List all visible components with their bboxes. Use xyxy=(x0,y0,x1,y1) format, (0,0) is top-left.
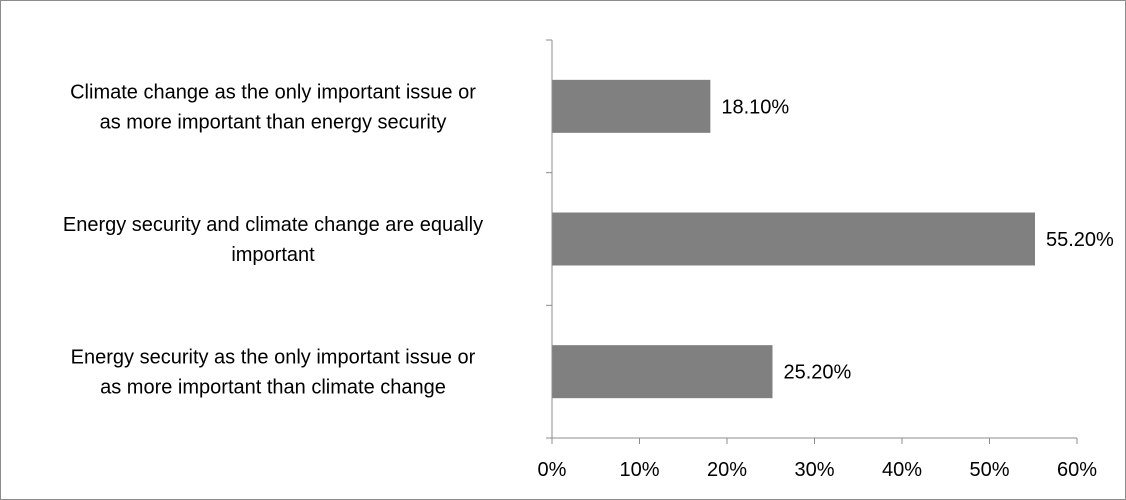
category-label-line: as more important than energy security xyxy=(100,111,447,133)
axis-layer xyxy=(546,39,1078,444)
category-label-line: as more important than climate change xyxy=(100,377,446,399)
labels-layer: 0% 10% 20% 30% 40% 50% 60% 18.10% Climate change… xyxy=(63,81,1114,481)
bar xyxy=(552,345,773,399)
x-tick-label: 40% xyxy=(882,459,922,481)
x-tick-label: 0% xyxy=(538,459,567,481)
bar xyxy=(552,79,711,133)
category-label: Energy security as the only important is… xyxy=(71,347,476,399)
data-label: 25.20% xyxy=(784,362,852,384)
x-tick-label: 50% xyxy=(969,459,1009,481)
category-label-line: Energy security as the only important is… xyxy=(71,347,476,369)
category-label: Climate change as the only important iss… xyxy=(70,81,476,133)
category-label-line: important xyxy=(231,244,315,266)
bar xyxy=(552,212,1035,266)
category-label-line: Energy security and climate change are e… xyxy=(63,214,483,236)
data-label: 18.10% xyxy=(721,96,789,118)
bars-layer xyxy=(552,79,1035,399)
x-tick-label: 60% xyxy=(1057,459,1097,481)
x-tick-label: 10% xyxy=(619,459,659,481)
category-label: Energy security and climate change are e… xyxy=(63,214,483,266)
category-label-line: Climate change as the only important iss… xyxy=(70,81,476,103)
data-label: 55.20% xyxy=(1046,229,1114,251)
x-tick-label: 30% xyxy=(794,459,834,481)
x-tick-label: 20% xyxy=(707,459,747,481)
